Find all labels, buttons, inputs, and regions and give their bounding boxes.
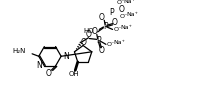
Text: P: P [96,36,101,45]
Text: HO: HO [84,28,94,34]
Text: O: O [119,5,125,14]
Text: O: O [99,13,105,22]
Text: O: O [86,30,92,39]
Text: O: O [45,69,51,78]
Text: O: O [81,38,87,47]
Text: N: N [64,52,69,61]
Text: P: P [109,8,114,17]
Text: O: O [112,18,118,27]
Text: H₂N: H₂N [12,48,25,54]
Text: Na⁺: Na⁺ [113,40,125,45]
Text: O⁻: O⁻ [120,14,128,19]
Text: OH: OH [69,71,80,77]
Text: Na⁺: Na⁺ [123,0,135,4]
Text: N: N [36,61,42,70]
Text: O: O [99,46,105,55]
Text: O⁻: O⁻ [107,42,115,47]
Text: O⁻: O⁻ [113,27,122,32]
Text: Na⁺: Na⁺ [127,12,139,17]
Text: Na⁺: Na⁺ [120,25,132,30]
Text: O⁻: O⁻ [117,0,125,5]
Text: P: P [103,22,108,31]
Text: O: O [91,27,97,36]
